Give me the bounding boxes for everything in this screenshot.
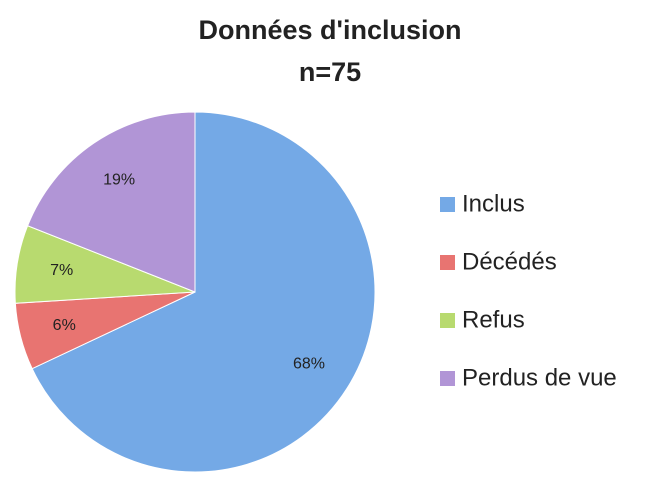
legend-swatch — [440, 313, 455, 328]
data-label: 6% — [53, 317, 76, 334]
chart-title: Données d'inclusion — [199, 15, 462, 45]
pie-slice — [26, 111, 196, 293]
legend-label: Refus — [462, 306, 525, 333]
chart-subtitle: n=75 — [299, 57, 361, 87]
legend-swatch — [440, 371, 455, 386]
legend-swatch — [440, 255, 455, 270]
data-label: 19% — [103, 172, 135, 189]
legend-swatch — [440, 197, 455, 212]
legend-label: Perdus de vue — [462, 364, 617, 391]
data-label: 68% — [293, 356, 325, 373]
legend-label: Décédés — [462, 248, 557, 275]
data-label: 7% — [50, 262, 73, 279]
pie-slice — [31, 111, 376, 473]
legend-label: Inclus — [462, 190, 525, 217]
